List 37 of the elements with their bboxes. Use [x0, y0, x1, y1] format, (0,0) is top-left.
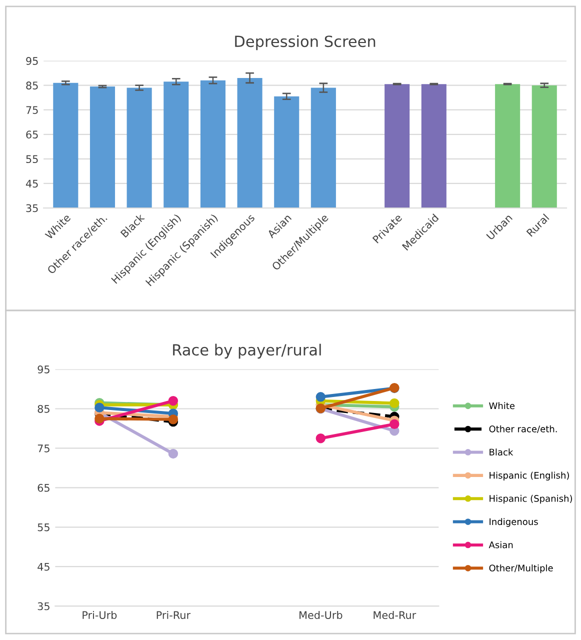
x-tick-label: Med-Urb: [300, 610, 342, 620]
y-tick-label: 95: [38, 366, 50, 374]
point: [316, 433, 326, 444]
legend-label: Other race/eth.: [489, 425, 557, 434]
y-tick-label: 55: [38, 524, 50, 532]
point: [94, 402, 104, 412]
chart-title: Depression Screen: [235, 35, 376, 50]
y-tick-label: 35: [26, 204, 38, 212]
y-tick-label: 85: [26, 82, 38, 90]
point: [316, 392, 326, 402]
y-tick-label: 45: [38, 562, 50, 571]
legend-label: Other/Multiple: [489, 564, 553, 574]
legend-label: Black: [490, 448, 514, 456]
point: [168, 448, 178, 459]
point: [390, 419, 400, 429]
legend-label: Hispanic (Spanish): [490, 494, 572, 504]
y-tick-label: 45: [26, 180, 38, 188]
point: [390, 398, 400, 408]
x-tick-label: Med-Rur: [374, 610, 416, 620]
y-tick-label: 85: [38, 404, 50, 413]
point: [94, 414, 104, 424]
y-tick-label: 65: [26, 130, 38, 139]
legend-label: Hispanic (English): [490, 472, 569, 480]
legend-label: White: [489, 402, 515, 410]
y-tick-label: 75: [38, 444, 50, 452]
legend-label: Indigenous: [490, 518, 538, 527]
y-tick-label: 65: [38, 484, 50, 492]
chart-title: Race by payer/rural: [173, 344, 321, 359]
x-tick-label: Pri-Rur: [156, 610, 191, 620]
point: [168, 414, 178, 424]
y-tick-label: 95: [26, 57, 38, 65]
point: [168, 396, 178, 406]
x-tick-label: Pri-Urb: [82, 610, 117, 620]
y-tick-label: 55: [26, 155, 38, 164]
y-tick-label: 35: [38, 602, 50, 610]
y-tick-label: 75: [26, 106, 38, 114]
legend-label: Asian: [488, 541, 513, 548]
